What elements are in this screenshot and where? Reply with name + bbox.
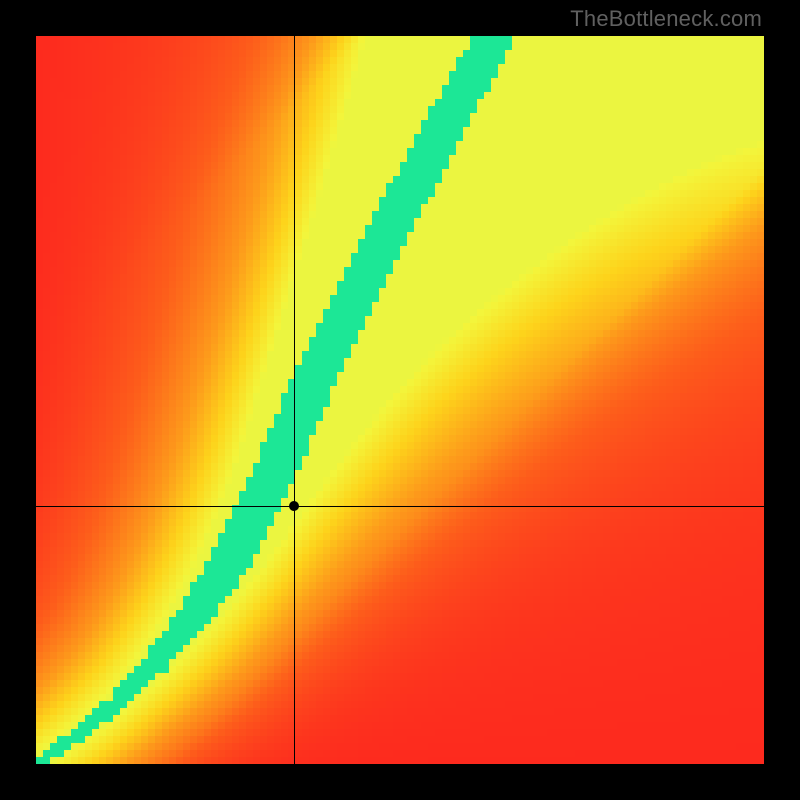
heatmap-plot [36, 36, 764, 764]
crosshair-marker-dot [289, 501, 299, 511]
crosshair-vertical [294, 36, 295, 764]
chart-container: { "watermark": { "text": "TheBottleneck.… [0, 0, 800, 800]
crosshair-horizontal [36, 506, 764, 507]
heatmap-canvas [36, 36, 764, 764]
watermark-text: TheBottleneck.com [570, 6, 762, 32]
